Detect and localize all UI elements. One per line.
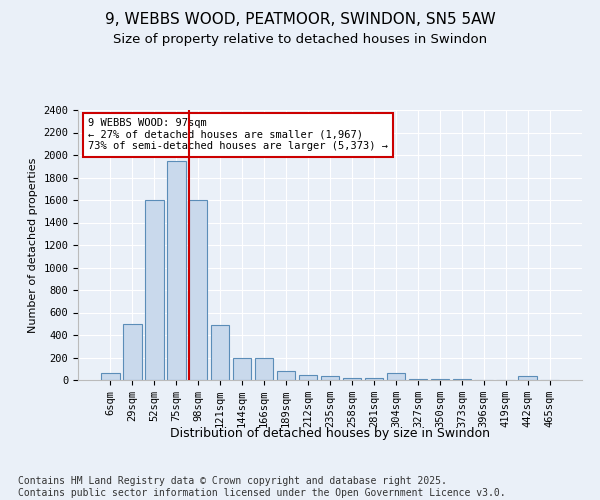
Text: 9, WEBBS WOOD, PEATMOOR, SWINDON, SN5 5AW: 9, WEBBS WOOD, PEATMOOR, SWINDON, SN5 5A… — [104, 12, 496, 28]
Bar — [518, 376, 537, 380]
Bar — [167, 160, 185, 380]
Bar — [320, 376, 340, 380]
Bar — [299, 375, 317, 380]
Bar — [409, 379, 427, 380]
Bar — [386, 373, 405, 380]
Bar — [277, 371, 295, 380]
Bar — [101, 372, 119, 380]
Bar — [452, 379, 471, 380]
Bar — [123, 324, 142, 380]
Bar — [211, 325, 229, 380]
Text: 9 WEBBS WOOD: 97sqm
← 27% of detached houses are smaller (1,967)
73% of semi-det: 9 WEBBS WOOD: 97sqm ← 27% of detached ho… — [88, 118, 388, 152]
Bar — [145, 200, 164, 380]
Text: Contains HM Land Registry data © Crown copyright and database right 2025.
Contai: Contains HM Land Registry data © Crown c… — [18, 476, 506, 498]
Bar — [343, 378, 361, 380]
Bar — [365, 378, 383, 380]
Bar — [255, 358, 274, 380]
Bar — [189, 200, 208, 380]
Text: Distribution of detached houses by size in Swindon: Distribution of detached houses by size … — [170, 428, 490, 440]
Bar — [431, 379, 449, 380]
Bar — [233, 358, 251, 380]
Y-axis label: Number of detached properties: Number of detached properties — [28, 158, 38, 332]
Text: Size of property relative to detached houses in Swindon: Size of property relative to detached ho… — [113, 32, 487, 46]
